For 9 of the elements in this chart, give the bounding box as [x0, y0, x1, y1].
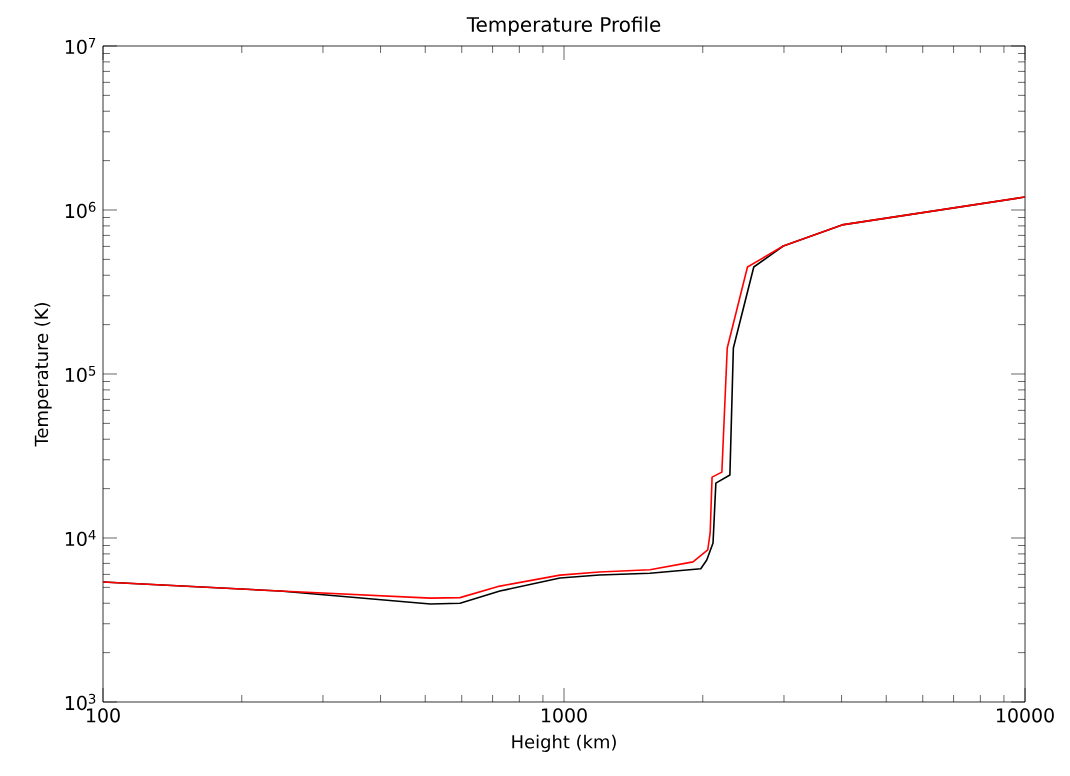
- y-axis-title: Temperature (K): [34, 303, 52, 447]
- y-tick-label: 10$^{5}$: [65, 365, 96, 383]
- y-tick-label: 10$^{4}$: [65, 529, 96, 547]
- y-tick-label: 10$^{7}$: [65, 37, 96, 55]
- chart-title: Temperature Profile: [466, 16, 661, 36]
- x-tick-label: 10000: [996, 708, 1054, 723]
- x-tick-label: 1000: [542, 708, 587, 723]
- y-tick-label: 10$^{6}$: [65, 201, 96, 219]
- x-axis-title: Height (km): [512, 734, 616, 752]
